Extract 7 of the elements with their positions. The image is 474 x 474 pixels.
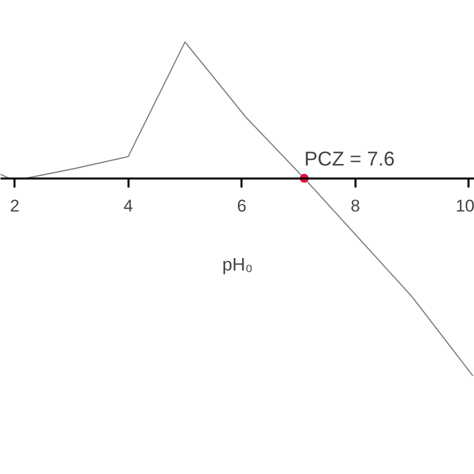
x-tick-label: 10 [456, 196, 474, 216]
x-axis-title: pH₀ [222, 254, 253, 274]
x-tick-label: 2 [10, 196, 20, 216]
x-tick-label: 4 [123, 196, 133, 216]
annotation: PCZ = 7.6 [304, 148, 395, 170]
x-tick-label: 8 [350, 196, 360, 216]
x-tick-label: 6 [237, 196, 246, 216]
